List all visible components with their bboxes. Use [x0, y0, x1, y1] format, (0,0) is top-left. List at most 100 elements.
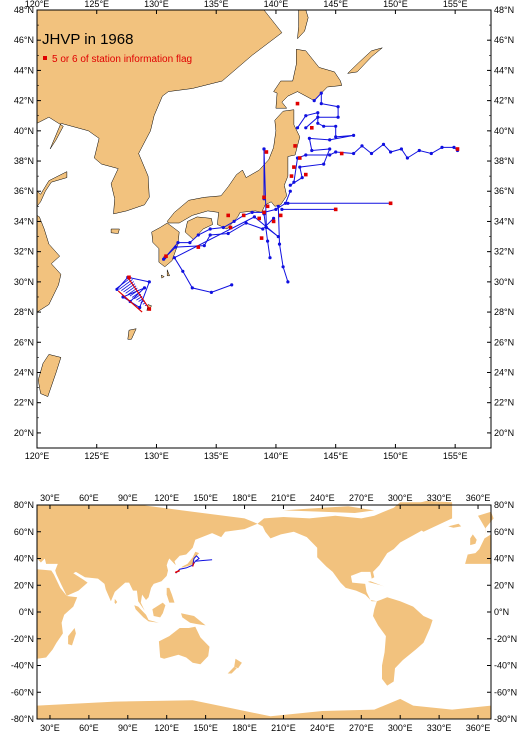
- y-tick-label-left: 40°N: [14, 126, 34, 136]
- station-point: [405, 156, 409, 160]
- world-land-north-america: [257, 502, 453, 602]
- y-tick-label-right: 26°N: [494, 337, 514, 347]
- world-land-new-guinea: [181, 613, 206, 626]
- y-tick-label-left: 48°N: [14, 5, 34, 15]
- world-x-tick-label-bottom: 120°E: [154, 723, 179, 733]
- flagged-station: [388, 201, 393, 206]
- track-offshore-south: [164, 218, 274, 259]
- world-x-tick-label-top: 120°E: [154, 493, 179, 503]
- world-land-europe-west: [465, 534, 491, 564]
- world-land-cuba-hispaniola: [367, 581, 385, 587]
- y-tick-label-left: 28°N: [14, 307, 34, 317]
- flagged-station: [339, 151, 344, 156]
- world-x-tick-label-bottom: 60°E: [79, 723, 99, 733]
- world-land-africa: [37, 569, 78, 659]
- world-y-tick-label-left: 20°N: [14, 580, 34, 590]
- station-point: [276, 235, 280, 239]
- station-point: [295, 126, 300, 130]
- world-land-uk: [470, 534, 477, 546]
- land-kyushu: [151, 222, 180, 268]
- world-land-australia: [158, 626, 210, 665]
- y-tick-label-left: 34°N: [14, 216, 34, 226]
- station-point: [250, 210, 254, 214]
- x-tick-label-top: 130°E: [144, 0, 169, 9]
- world-y-tick-label-left: -40°N: [11, 661, 34, 671]
- world-track: [192, 555, 200, 566]
- station-point: [322, 124, 326, 128]
- flagged-station: [147, 307, 152, 311]
- y-tick-label-left: 36°N: [14, 186, 34, 196]
- world-y-tick-label-right: -80°N: [494, 714, 517, 724]
- y-tick-label-right: 42°N: [494, 96, 514, 106]
- station-point: [281, 265, 285, 269]
- y-tick-label-right: 20°N: [494, 428, 514, 438]
- station-point: [268, 256, 272, 260]
- station-point: [352, 133, 356, 137]
- station-point: [252, 215, 256, 219]
- world-y-tick-label-right: -20°N: [494, 634, 517, 644]
- world-land-eurasia: [37, 505, 258, 611]
- station-point: [417, 148, 421, 153]
- flagged-station: [292, 165, 296, 169]
- station-point: [262, 147, 266, 151]
- world-land-south-america: [373, 597, 433, 686]
- station-point: [316, 111, 320, 115]
- station-point: [452, 145, 456, 149]
- flagged-stations: [127, 101, 460, 311]
- station-point: [226, 231, 230, 236]
- station-point: [286, 201, 290, 205]
- station-point: [288, 183, 292, 187]
- world-y-tick-label-right: 40°N: [494, 554, 514, 564]
- world-land-new-zealand: [234, 658, 242, 669]
- regional-map: 120°E 120°E 125°E 125°E 130°E 130°E 135°E 135°E…: [14, 0, 514, 461]
- legend-marker: [43, 56, 47, 60]
- station-point: [312, 99, 316, 103]
- x-tick-label-bottom: 150°E: [383, 451, 408, 461]
- station-point: [316, 115, 320, 119]
- regional-map-ticks: 120°E 120°E 125°E 125°E 130°E 130°E 135°E 135°E…: [14, 0, 514, 461]
- flagged-station: [333, 207, 338, 212]
- world-land-philippines: [166, 587, 175, 603]
- y-tick-label-right: 46°N: [494, 35, 514, 45]
- world-y-tick-label-left: 80°N: [14, 500, 34, 510]
- world-land-iceland: [448, 523, 462, 528]
- station-point: [221, 225, 225, 230]
- flagged-station: [264, 150, 269, 154]
- flagged-station: [259, 236, 264, 240]
- station-point: [319, 102, 323, 106]
- y-tick-label-right: 28°N: [494, 307, 514, 317]
- station-point: [310, 148, 314, 153]
- station-point: [208, 233, 212, 237]
- world-y-tick-label-right: 80°N: [494, 500, 514, 510]
- station-point: [352, 151, 356, 156]
- station-point: [298, 165, 302, 169]
- station-point: [328, 138, 332, 142]
- station-point: [264, 225, 268, 230]
- world-x-tick-label-bottom: 270°E: [349, 723, 374, 733]
- x-tick-label-top: 155°E: [443, 0, 468, 9]
- world-x-tick-label-bottom: 30°E: [40, 723, 60, 733]
- world-x-tick-label-top: 90°E: [118, 493, 138, 503]
- flagged-station: [241, 213, 246, 218]
- world-y-tick-label-right: -40°N: [494, 661, 517, 671]
- station-point: [328, 147, 332, 151]
- station-point: [266, 239, 270, 243]
- world-y-tick-label-left: 60°N: [14, 527, 34, 537]
- flagged-station: [265, 204, 270, 209]
- regional-map-frame: [36, 9, 492, 449]
- world-x-tick-label-top: 240°E: [310, 493, 335, 503]
- x-tick-label-bottom: 125°E: [84, 451, 109, 461]
- y-tick-label-right: 24°N: [494, 367, 514, 377]
- world-x-tick-label-top: 270°E: [349, 493, 374, 503]
- y-tick-label-left: 20°N: [14, 428, 34, 438]
- station-point: [276, 204, 280, 208]
- world-x-tick-label-bottom: 150°E: [193, 723, 218, 733]
- y-tick-label-left: 44°N: [14, 65, 34, 75]
- map-title: JHVP in 1968: [42, 31, 133, 48]
- station-point: [190, 286, 194, 290]
- station-point: [334, 124, 338, 128]
- world-x-tick-label-bottom: 90°E: [118, 723, 138, 733]
- world-x-tick-label-bottom: 360°E: [466, 723, 491, 733]
- flagged-station: [289, 174, 294, 178]
- x-tick-label-top: 140°E: [264, 0, 289, 9]
